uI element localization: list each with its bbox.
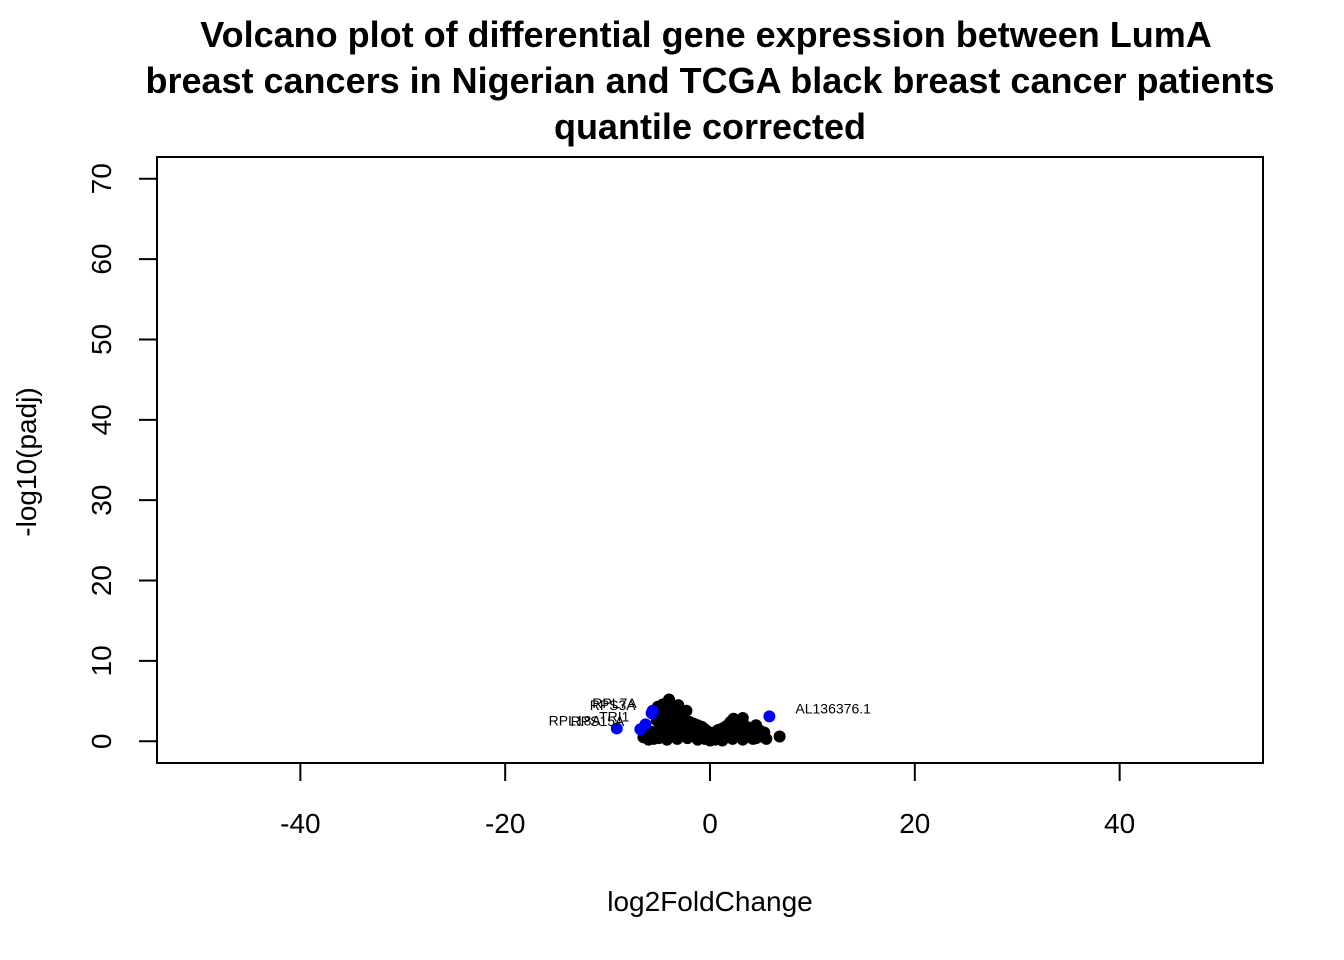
x-axis-label: log2FoldChange xyxy=(607,886,813,917)
data-point xyxy=(642,733,655,746)
chart-title-line-3: quantile corrected xyxy=(554,106,866,147)
highlighted-points xyxy=(610,704,776,736)
data-point xyxy=(737,720,750,733)
x-tick-label: 0 xyxy=(702,808,718,839)
y-tick-label: 30 xyxy=(86,485,117,516)
y-axis: 0 10 20 30 40 50 60 70 xyxy=(86,163,157,749)
data-point xyxy=(716,734,729,747)
data-point xyxy=(681,732,694,745)
data-point xyxy=(760,732,773,745)
chart-title-line-1: Volcano plot of differential gene expres… xyxy=(200,14,1211,55)
data-point xyxy=(747,732,760,745)
highlighted-point xyxy=(610,722,623,735)
gene-label: RPS3A xyxy=(590,697,637,713)
highlighted-point xyxy=(645,707,658,720)
data-point xyxy=(700,730,713,743)
data-point xyxy=(690,728,703,741)
data-point xyxy=(669,710,682,723)
x-tick-label: 40 xyxy=(1104,808,1135,839)
data-point xyxy=(660,733,673,746)
y-axis-label: -log10(padj) xyxy=(11,387,42,536)
highlighted-point xyxy=(763,710,776,723)
y-tick-label: 50 xyxy=(86,324,117,355)
data-point xyxy=(726,732,739,745)
y-tick-label: 10 xyxy=(86,645,117,676)
gene-label: RPL7A xyxy=(592,695,637,711)
data-point xyxy=(654,711,667,724)
data-point xyxy=(736,733,749,746)
y-tick-label: 60 xyxy=(86,243,117,274)
y-tick-label: 70 xyxy=(86,163,117,194)
gene-label: TRI1 xyxy=(599,708,630,724)
gene-label: RPS15A xyxy=(571,713,625,729)
data-point xyxy=(671,732,684,745)
background-points xyxy=(637,693,786,747)
data-point xyxy=(773,730,786,743)
y-tick-label: 20 xyxy=(86,565,117,596)
gene-label: AL136376.1 xyxy=(795,700,871,716)
chart-title-line-2: breast cancers in Nigerian and TCGA blac… xyxy=(145,60,1274,101)
data-point xyxy=(679,714,692,727)
highlighted-point xyxy=(634,723,647,736)
plot-frame xyxy=(156,156,1264,764)
x-axis: -40 -20 0 20 40 xyxy=(280,763,1135,839)
x-tick-label: -40 xyxy=(280,808,320,839)
x-tick-label: -20 xyxy=(485,808,525,839)
gene-label: RPL18A xyxy=(549,712,602,728)
y-tick-label: 0 xyxy=(86,734,117,750)
y-tick-label: 40 xyxy=(86,404,117,435)
data-point xyxy=(718,724,731,737)
x-tick-label: 20 xyxy=(899,808,930,839)
